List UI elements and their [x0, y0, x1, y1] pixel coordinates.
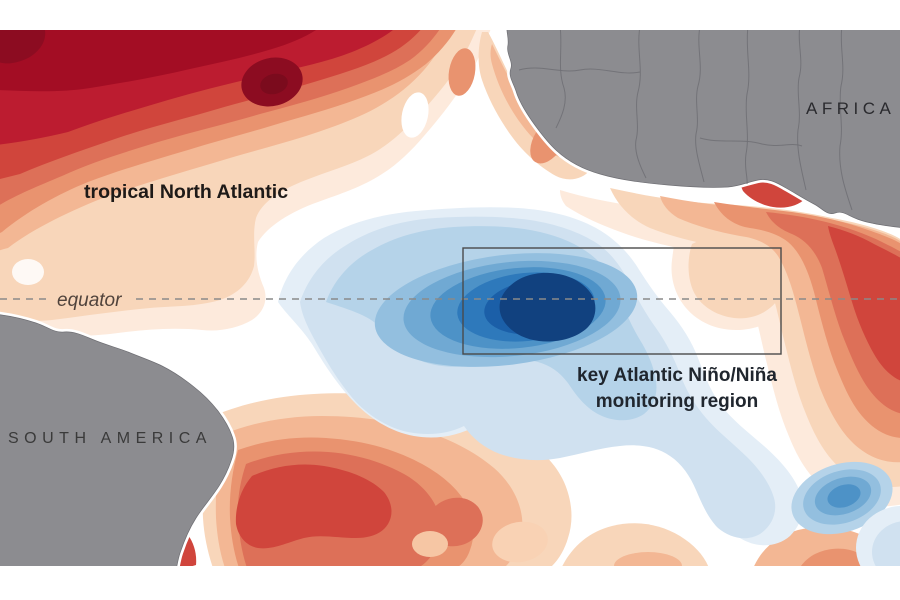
warm-core-south — [235, 464, 392, 549]
warm-contour — [801, 548, 875, 566]
south-america-land — [0, 314, 235, 566]
cool-anomaly-secondary-spot — [791, 461, 900, 566]
warm-contour — [828, 226, 900, 381]
cool-contour — [872, 521, 900, 566]
warm-contour — [614, 552, 682, 566]
warm-contour — [0, 30, 317, 92]
africa-landmass — [503, 30, 900, 231]
country-border — [699, 137, 803, 147]
country-border — [839, 30, 853, 211]
warm-core — [0, 30, 46, 64]
neutral-spot — [12, 259, 44, 285]
africa-land — [506, 30, 900, 228]
warm-contour — [490, 44, 576, 158]
neutral-spot — [401, 92, 429, 138]
country-border — [797, 30, 807, 191]
monitoring-region-box — [462, 247, 782, 355]
warm-contour — [562, 523, 709, 566]
label-monitoring-region-line1: key Atlantic Niño/Niña — [577, 365, 777, 386]
south-america-landmass — [0, 311, 237, 566]
warm-inner-light-spot — [492, 521, 548, 563]
label-tropical-north-atlantic: tropical North Atlantic — [84, 181, 288, 203]
country-borders — [518, 30, 853, 211]
map-canvas: tropical North Atlantic equator SOUTH AM… — [0, 30, 900, 566]
warm-anomaly-east — [560, 177, 900, 507]
cool-core — [499, 272, 596, 342]
cool-anomaly-tongue — [278, 207, 803, 546]
warm-core-inner — [260, 73, 288, 95]
cool-core-secondary — [827, 484, 861, 508]
anomaly-map-svg: tropical North Atlantic equator SOUTH AM… — [0, 30, 900, 566]
label-africa: AFRICA — [806, 99, 895, 118]
country-border — [744, 30, 750, 185]
label-south-america: SOUTH AMERICA — [8, 430, 212, 447]
label-equator: equator — [57, 290, 122, 311]
label-monitoring-region-line2: monitoring region — [596, 391, 759, 412]
country-border — [695, 30, 705, 183]
country-border — [555, 30, 566, 129]
country-border — [518, 67, 641, 74]
country-border — [635, 30, 647, 179]
warm-contour — [448, 48, 476, 96]
warm-anomaly-north — [0, 30, 491, 337]
warm-inner-light-spot — [412, 531, 448, 557]
